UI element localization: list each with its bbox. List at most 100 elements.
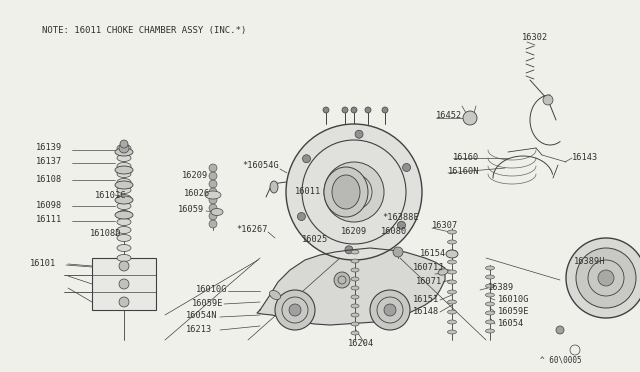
Text: 16011: 16011	[295, 187, 321, 196]
Ellipse shape	[115, 196, 133, 204]
Text: 16204: 16204	[348, 340, 374, 349]
Ellipse shape	[270, 181, 278, 193]
Circle shape	[598, 270, 614, 286]
Circle shape	[119, 143, 129, 153]
FancyBboxPatch shape	[92, 258, 156, 310]
Text: 16080: 16080	[381, 228, 407, 237]
Ellipse shape	[117, 218, 131, 225]
Ellipse shape	[117, 227, 131, 234]
Ellipse shape	[486, 293, 495, 297]
Circle shape	[397, 221, 406, 229]
Text: 16213: 16213	[186, 324, 212, 334]
Text: 16139: 16139	[36, 144, 62, 153]
Circle shape	[209, 180, 217, 188]
Text: 16101: 16101	[30, 260, 56, 269]
Text: 16302: 16302	[522, 33, 548, 42]
Circle shape	[543, 95, 553, 105]
Ellipse shape	[115, 181, 133, 189]
Ellipse shape	[486, 266, 495, 270]
Circle shape	[209, 220, 217, 228]
Text: 16154: 16154	[420, 250, 446, 259]
Text: NOTE: 16011 CHOKE CHAMBER ASSY (INC.*): NOTE: 16011 CHOKE CHAMBER ASSY (INC.*)	[42, 26, 246, 35]
Polygon shape	[257, 248, 445, 325]
Ellipse shape	[446, 250, 458, 258]
Text: 16389: 16389	[488, 282, 515, 292]
Text: 16143: 16143	[572, 153, 598, 161]
Circle shape	[384, 304, 396, 316]
Text: 16059E: 16059E	[498, 307, 529, 315]
Ellipse shape	[205, 191, 221, 199]
Ellipse shape	[115, 148, 133, 156]
Text: 16026: 16026	[184, 189, 211, 198]
Ellipse shape	[351, 313, 359, 317]
Text: 16108: 16108	[36, 174, 62, 183]
Ellipse shape	[351, 295, 359, 299]
Circle shape	[119, 297, 129, 307]
Circle shape	[556, 326, 564, 334]
Ellipse shape	[117, 211, 131, 218]
Ellipse shape	[324, 167, 368, 217]
Ellipse shape	[117, 254, 131, 262]
Ellipse shape	[447, 320, 456, 324]
Text: 16209: 16209	[341, 228, 367, 237]
Ellipse shape	[447, 310, 456, 314]
Ellipse shape	[117, 154, 131, 161]
Circle shape	[209, 212, 217, 220]
Ellipse shape	[351, 259, 359, 263]
Circle shape	[324, 162, 384, 222]
Text: ^ 60\0005: ^ 60\0005	[540, 356, 582, 365]
Ellipse shape	[447, 270, 456, 274]
Circle shape	[275, 290, 315, 330]
Text: 16111: 16111	[36, 215, 62, 224]
Ellipse shape	[117, 195, 131, 202]
Circle shape	[346, 184, 362, 200]
Text: 16307: 16307	[432, 221, 458, 231]
Ellipse shape	[486, 275, 495, 279]
Circle shape	[209, 196, 217, 204]
Circle shape	[119, 279, 129, 289]
Text: 16025: 16025	[302, 235, 328, 244]
Text: 16071: 16071	[416, 276, 442, 285]
Circle shape	[289, 304, 301, 316]
Ellipse shape	[117, 170, 131, 177]
Circle shape	[334, 272, 350, 288]
Circle shape	[393, 247, 403, 257]
Ellipse shape	[117, 144, 131, 151]
Text: 16209: 16209	[182, 170, 208, 180]
Ellipse shape	[117, 234, 131, 241]
Text: *16054G: *16054G	[242, 161, 279, 170]
Circle shape	[342, 107, 348, 113]
Text: 16054N: 16054N	[186, 311, 218, 321]
Ellipse shape	[117, 202, 131, 209]
Text: 16098: 16098	[36, 201, 62, 209]
Ellipse shape	[115, 166, 133, 174]
Circle shape	[298, 212, 305, 221]
Ellipse shape	[117, 244, 131, 251]
Ellipse shape	[211, 208, 223, 215]
Ellipse shape	[351, 322, 359, 326]
Circle shape	[365, 107, 371, 113]
Circle shape	[463, 111, 477, 125]
Ellipse shape	[486, 302, 495, 306]
Ellipse shape	[351, 286, 359, 290]
Circle shape	[209, 164, 217, 172]
Circle shape	[209, 172, 217, 180]
Text: 16160N: 16160N	[448, 167, 479, 176]
Ellipse shape	[447, 240, 456, 244]
Ellipse shape	[351, 304, 359, 308]
Circle shape	[382, 107, 388, 113]
Ellipse shape	[447, 290, 456, 294]
Ellipse shape	[117, 186, 131, 193]
Ellipse shape	[447, 250, 456, 254]
Ellipse shape	[447, 260, 456, 264]
Ellipse shape	[438, 269, 448, 275]
Circle shape	[566, 238, 640, 318]
Circle shape	[209, 204, 217, 212]
Text: 16054: 16054	[498, 318, 524, 327]
Ellipse shape	[447, 330, 456, 334]
Circle shape	[576, 248, 636, 308]
Text: 16148: 16148	[413, 307, 439, 315]
Text: *16267: *16267	[236, 225, 268, 234]
Ellipse shape	[486, 320, 495, 324]
Ellipse shape	[269, 291, 280, 299]
